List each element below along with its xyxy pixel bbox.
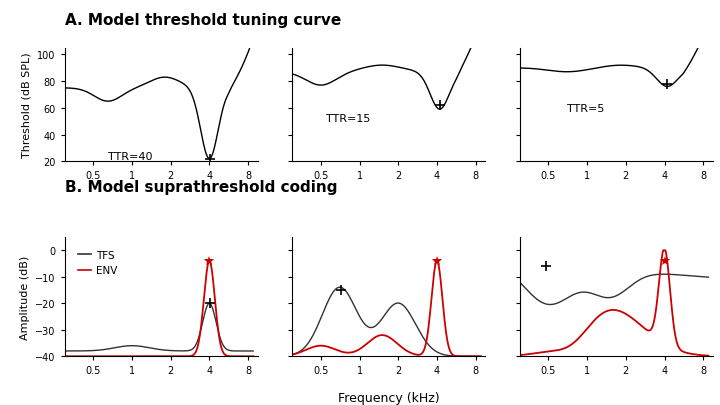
Y-axis label: Threshold (dB SPL): Threshold (dB SPL) — [22, 53, 32, 158]
Text: Frequency (kHz): Frequency (kHz) — [338, 391, 440, 404]
Text: TTR=40: TTR=40 — [108, 151, 153, 161]
Legend: TFS, ENV: TFS, ENV — [74, 246, 121, 279]
Text: TTR=15: TTR=15 — [326, 114, 371, 124]
Text: B. Model suprathreshold coding: B. Model suprathreshold coding — [65, 179, 337, 194]
Text: A. Model threshold tuning curve: A. Model threshold tuning curve — [65, 13, 341, 28]
Y-axis label: Amplitude (dB): Amplitude (dB) — [19, 255, 30, 339]
Text: TTR=5: TTR=5 — [567, 103, 605, 113]
